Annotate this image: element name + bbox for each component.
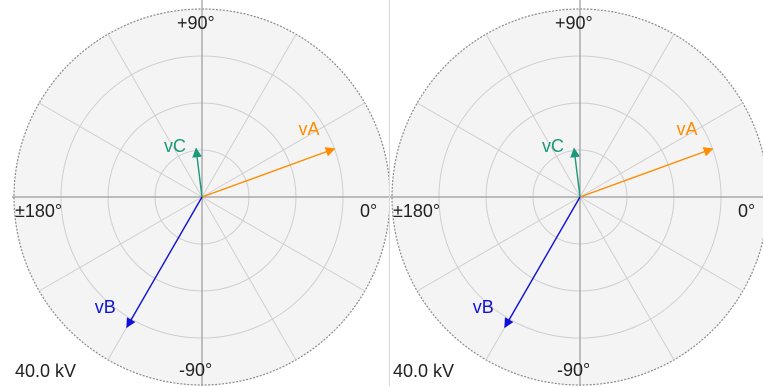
phasor-panel-left: +90° -90° ±180° 0° 40.0 kV vA vB vC — [12, 0, 390, 386]
grid-spoke — [38, 102, 203, 198]
phasor-arrow-vC — [192, 147, 203, 198]
grid-spoke — [485, 33, 581, 198]
phasor-dial — [390, 0, 763, 386]
panel-divider — [389, 0, 390, 386]
angle-label-neg90: -90° — [179, 360, 213, 380]
phasor-label-vB: vB — [94, 297, 116, 318]
angle-label-neg90: -90° — [557, 360, 591, 380]
phasor-label-vB: vB — [472, 297, 494, 318]
grid-spoke — [38, 196, 203, 292]
phasor-arrow-vA — [579, 147, 714, 198]
phasor-arrow-vB — [504, 196, 581, 329]
grid-spoke — [201, 102, 366, 198]
angle-label-0: 0° — [738, 201, 756, 221]
phasor-arrow-vB — [126, 196, 203, 329]
phasor-label-vC: vC — [164, 136, 187, 157]
grid-spoke — [201, 33, 297, 198]
grid-spoke — [416, 196, 581, 292]
phasor-arrow-vA — [201, 147, 336, 198]
angle-label-0: 0° — [360, 201, 378, 221]
scale-label: 40.0 kV — [15, 361, 77, 381]
angle-label-pos90: +90° — [555, 13, 593, 33]
angle-label-pos90: +90° — [177, 13, 215, 33]
angle-label-180: ±180° — [15, 201, 63, 221]
grid-spoke — [579, 33, 675, 198]
grid-spoke — [201, 196, 297, 361]
phasor-panel-right: +90° -90° ±180° 0° 40.0 kV vA vB vC — [390, 0, 763, 386]
phasor-dial — [12, 0, 390, 386]
grid-spoke — [201, 196, 366, 292]
angle-label-180: ±180° — [393, 201, 441, 221]
phasor-label-vA: vA — [298, 118, 320, 139]
scale-label: 40.0 kV — [393, 361, 455, 381]
grid-spoke — [579, 196, 744, 292]
grid-spoke — [579, 102, 744, 198]
phasor-label-vC: vC — [542, 136, 565, 157]
grid-spoke — [416, 102, 581, 198]
phasor-arrow-vC — [570, 147, 581, 198]
grid-spoke — [579, 196, 675, 361]
grid-spoke — [107, 33, 203, 198]
phasor-label-vA: vA — [676, 118, 698, 139]
